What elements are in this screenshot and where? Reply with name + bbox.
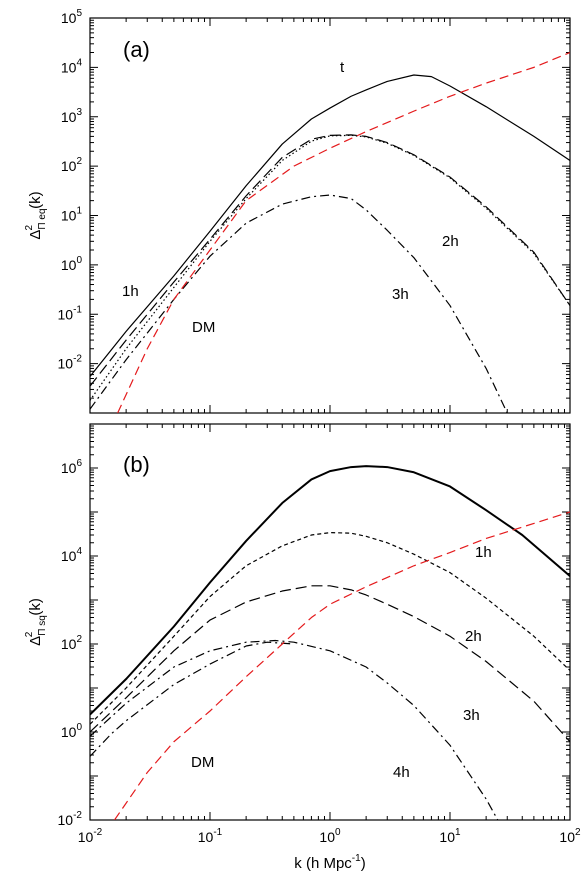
x-tick-label: 10-1 — [198, 827, 223, 845]
y-tick-label: 100 — [61, 255, 83, 273]
plot-frame — [89, 423, 571, 821]
y-tick-label: 104 — [61, 546, 83, 564]
y-tick-label: 104 — [61, 57, 83, 75]
y-tick-label: 106 — [61, 458, 83, 476]
series-line-t — [90, 74, 570, 377]
panel-label: (b) — [123, 452, 150, 477]
series-line-4h — [90, 641, 294, 757]
y-tick-label: 105 — [61, 8, 83, 26]
series-line-2h — [90, 134, 570, 401]
curve-label: 4h — [393, 764, 410, 781]
panel-label: (a) — [123, 37, 150, 62]
x-tick-label: 102 — [559, 827, 581, 845]
curve-label: 1h — [475, 544, 492, 561]
y-tick-label: 101 — [61, 206, 83, 224]
plot-frame — [89, 17, 571, 414]
y-tick-label: 100 — [61, 722, 83, 740]
x-axis-title: k (h Mpc-1) — [294, 853, 365, 872]
series-line-dm — [113, 511, 570, 820]
curve-label: 3h — [392, 286, 409, 303]
x-tick-label: 100 — [319, 827, 341, 845]
y-tick-label: 103 — [61, 107, 83, 125]
curve-label: t — [340, 59, 345, 76]
series-line-1h — [90, 532, 570, 725]
series-line-1h — [90, 134, 570, 387]
y-axis-title: ΔΠ sq2(k) — [24, 598, 48, 646]
curve-label: 3h — [463, 707, 480, 724]
panel-b: 10-2 100 102 104 106 10-2 10-1 100 101 102 (b) 1h 2h… — [24, 423, 581, 872]
series-line-dm — [117, 51, 570, 413]
y-tick-label: 10-1 — [58, 304, 83, 322]
series-line-t — [90, 465, 570, 716]
series-line-3h — [90, 639, 499, 820]
curve-label: DM — [191, 754, 214, 771]
x-tick-label: 101 — [439, 827, 461, 845]
panel-a: 10-2 10-1 100 101 102 103 104 105 (a) t 1h 2h 3h DM ΔΠ… — [24, 8, 571, 414]
curve-label: 2h — [465, 628, 482, 645]
y-axis-title: ΔΠ eq2(k) — [24, 191, 48, 239]
series-line-3h — [90, 194, 508, 413]
y-tick-label: 10-2 — [58, 354, 83, 372]
x-tick-label: 10-2 — [78, 827, 103, 845]
curve-label: 2h — [442, 233, 459, 250]
series-line-2h — [90, 585, 570, 743]
y-tick-label: 102 — [61, 156, 83, 174]
curve-label: 1h — [122, 283, 139, 300]
curve-label: DM — [192, 319, 215, 336]
y-tick-label: 102 — [61, 634, 83, 652]
y-tick-label: 10-2 — [58, 810, 83, 828]
